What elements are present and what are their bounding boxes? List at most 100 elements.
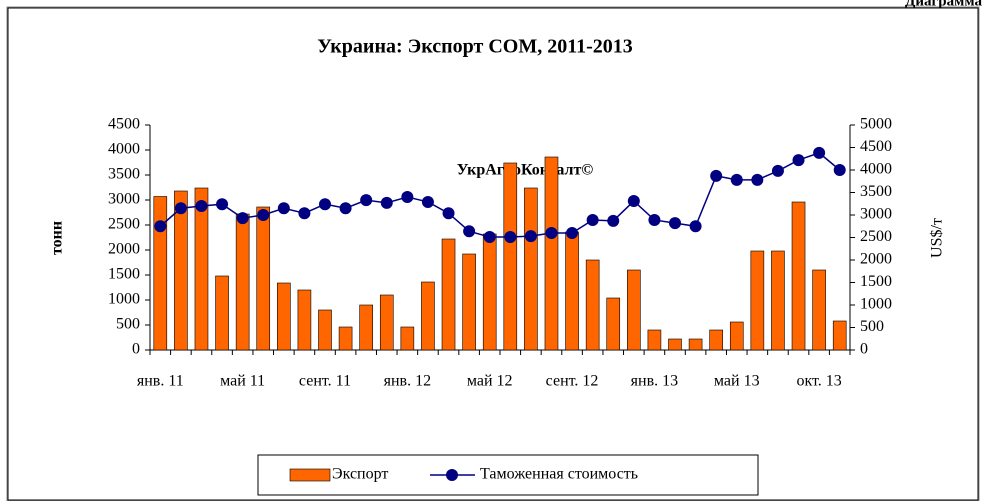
y-tick-label: 1500 [108, 266, 140, 283]
line-marker [545, 227, 558, 239]
line-marker [833, 164, 846, 176]
bar [359, 304, 373, 351]
line-marker [566, 227, 579, 239]
line-marker [627, 195, 640, 208]
bar [482, 233, 497, 351]
x-tick-label: янв. 12 [384, 373, 431, 390]
bar [709, 329, 723, 351]
x-tick-label: янв. 11 [137, 373, 184, 390]
line-marker [174, 202, 187, 215]
line-marker [792, 154, 805, 167]
bar [153, 196, 168, 351]
bar [235, 213, 250, 351]
bar [441, 238, 456, 351]
line-marker [463, 225, 476, 238]
bar [729, 321, 744, 351]
bar [565, 231, 579, 351]
bar [338, 326, 353, 351]
line-marker [730, 173, 743, 186]
line-marker [751, 173, 764, 186]
bar [647, 329, 662, 351]
x-tick-label: май 11 [220, 373, 265, 390]
y2-tick-label: 4000 [860, 161, 892, 178]
bar [750, 250, 765, 351]
bar [832, 320, 847, 351]
line-marker [483, 231, 496, 244]
legend-marker [446, 469, 458, 481]
bar [544, 156, 559, 351]
legend-label: Таможенная стоимость [480, 466, 638, 483]
legend-swatch [289, 468, 331, 482]
y2-tick-label: 1500 [860, 273, 892, 290]
bar [194, 187, 209, 351]
y-tick-label: 0 [132, 341, 140, 358]
line-marker [669, 217, 681, 230]
line-marker [442, 207, 455, 220]
bar [174, 190, 188, 351]
line-marker [689, 220, 702, 233]
line-marker [339, 202, 352, 215]
bar [771, 250, 785, 351]
y2-tick-label: 2000 [860, 251, 892, 268]
y-tick-label: 4000 [108, 141, 140, 158]
line-marker [586, 213, 599, 226]
line-marker [710, 169, 723, 182]
line-marker [771, 164, 784, 177]
bar [277, 282, 291, 351]
line-marker [236, 212, 249, 225]
y2-tick-label: 1000 [860, 296, 892, 313]
line-marker [216, 198, 229, 211]
y-tick-label: 2000 [108, 241, 140, 258]
x-tick-label: сент. 11 [299, 373, 351, 390]
line-marker [298, 207, 311, 220]
line-marker [401, 191, 414, 203]
bar [503, 162, 518, 351]
bar [462, 253, 476, 351]
y-tick-label: 2500 [108, 216, 140, 233]
chart-title: Украина: Экспорт СОМ, 2011-2013 [317, 36, 633, 58]
corner-label: Диаграмма [905, 0, 982, 9]
line-marker [277, 202, 290, 215]
bar [585, 259, 600, 351]
y2-tick-label: 3000 [860, 206, 892, 223]
y2-tick-label: 500 [860, 318, 884, 335]
bar [256, 206, 271, 351]
y2-axis-label: US$/т [929, 218, 946, 258]
bar [524, 187, 538, 351]
line-marker [648, 213, 661, 226]
bar [421, 281, 435, 351]
y-tick-label: 3500 [108, 166, 140, 183]
y-tick-label: 500 [116, 316, 140, 333]
line-marker [813, 146, 826, 159]
y2-tick-label: 4500 [860, 138, 892, 155]
bar [812, 269, 826, 351]
frame-shadow [6, 6, 980, 501]
y2-tick-label: 3500 [860, 183, 892, 200]
y2-tick-label: 5000 [860, 116, 892, 133]
bar [297, 289, 312, 351]
line-marker [380, 196, 393, 209]
line [159, 152, 841, 238]
bar [318, 309, 332, 351]
watermark: УкрАгроКонсалт© [457, 162, 594, 179]
line-marker [607, 214, 620, 227]
bar [627, 269, 641, 351]
y-tick-label: 3000 [108, 191, 140, 208]
line-marker [504, 231, 517, 244]
bar [379, 294, 394, 351]
y-tick-label: 1000 [108, 291, 140, 308]
x-tick-label: окт. 13 [796, 373, 841, 390]
y2-tick-label: 0 [860, 341, 868, 358]
legend [257, 454, 759, 496]
line-marker [257, 209, 270, 221]
bar [400, 326, 415, 351]
bar [215, 275, 229, 351]
y-axis-label: тонн [49, 221, 66, 255]
bar [688, 338, 703, 351]
y-tick-label: 4500 [108, 116, 140, 133]
line-marker [195, 200, 208, 212]
x-tick-label: май 12 [467, 373, 513, 390]
bar [606, 297, 621, 351]
x-tick-label: янв. 13 [631, 373, 678, 390]
